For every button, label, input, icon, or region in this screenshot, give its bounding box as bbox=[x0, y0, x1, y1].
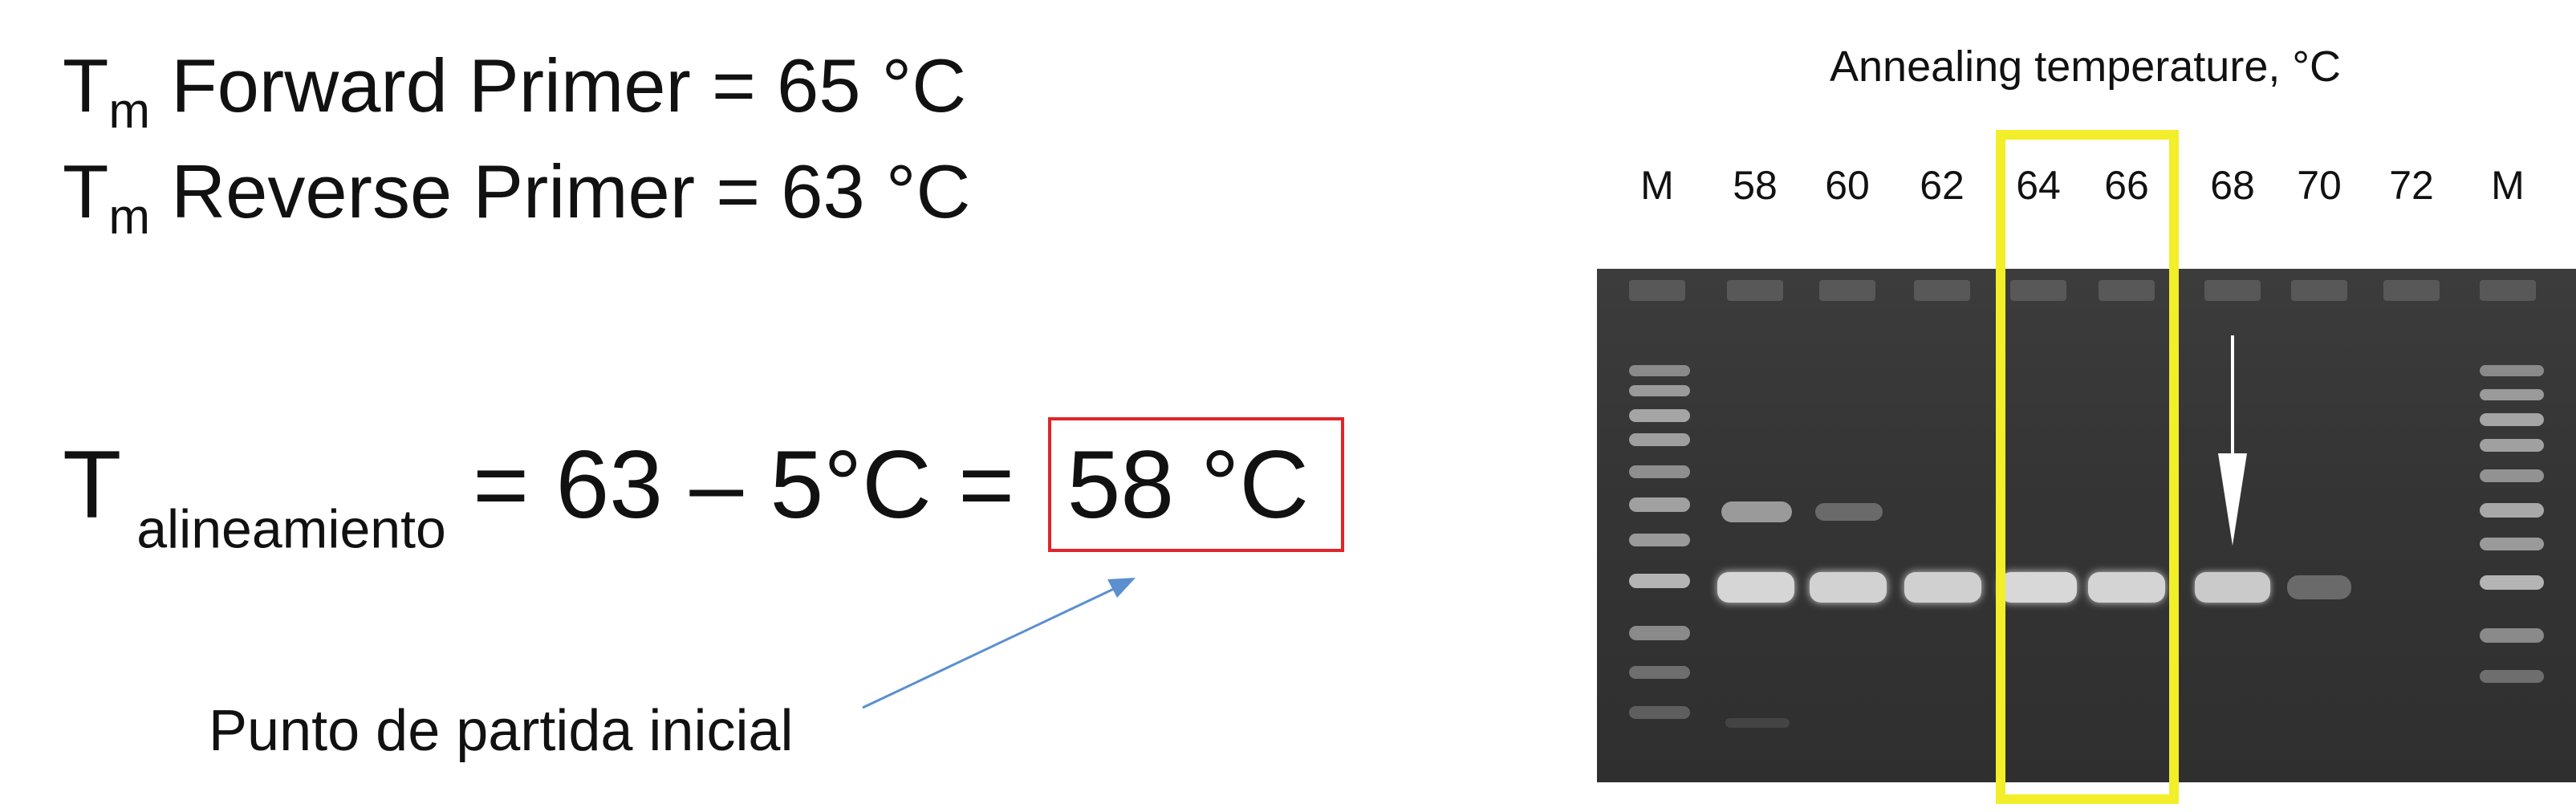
band-main-66 bbox=[2088, 572, 2165, 603]
lane-label-m-left: M bbox=[1640, 163, 1674, 208]
t-symbol: T bbox=[63, 431, 122, 538]
band-upper-58 bbox=[1721, 501, 1792, 522]
well bbox=[1727, 280, 1783, 301]
band-main-60 bbox=[1810, 572, 1887, 603]
tm-symbol: T bbox=[63, 43, 109, 128]
tm-subscript: m bbox=[108, 189, 151, 245]
highlight-box-64-66 bbox=[1996, 130, 2179, 804]
lane-label-72: 72 bbox=[2389, 163, 2434, 208]
tm-symbol: T bbox=[63, 149, 109, 233]
alineamiento-subscript: alineamiento bbox=[121, 498, 446, 560]
well bbox=[2291, 280, 2347, 301]
lane-label-68: 68 bbox=[2210, 163, 2255, 208]
band-main-62 bbox=[1904, 572, 1981, 603]
well bbox=[1819, 280, 1875, 301]
well bbox=[1629, 280, 1685, 301]
lane-label-m-right: M bbox=[2491, 163, 2525, 208]
well bbox=[2383, 280, 2440, 301]
caption-initial-starting-point: Punto de partida inicial bbox=[209, 699, 794, 763]
forward-primer-text: Forward Primer = 65 °C bbox=[150, 43, 967, 128]
equation-forward-primer: Tm Forward Primer = 65 °C bbox=[63, 48, 966, 136]
lane-label-58: 58 bbox=[1733, 163, 1778, 208]
well bbox=[2099, 280, 2155, 301]
lane-label-70: 70 bbox=[2297, 163, 2342, 208]
well bbox=[2010, 280, 2066, 301]
result-box: 58 °C bbox=[1047, 417, 1345, 552]
well bbox=[2480, 280, 2536, 301]
equation-reverse-primer: Tm Reverse Primer = 63 °C bbox=[63, 154, 970, 242]
pointer-arrow-line bbox=[862, 586, 1118, 709]
band-main-70 bbox=[2287, 575, 2351, 599]
gel-image bbox=[1597, 269, 2576, 782]
well bbox=[2204, 280, 2261, 301]
gel-title: Annealing temperature, °C bbox=[1830, 43, 2341, 91]
lane-label-62: 62 bbox=[1920, 163, 1965, 208]
band-main-68 bbox=[2195, 572, 2270, 603]
lane-label-60: 60 bbox=[1825, 163, 1870, 208]
band-main-64 bbox=[2000, 572, 2077, 603]
equation-annealing: T alineamiento = 63 – 5°C = 58 °C bbox=[63, 417, 1345, 556]
well bbox=[1914, 280, 1970, 301]
tm-subscript: m bbox=[108, 83, 151, 139]
reverse-primer-text: Reverse Primer = 63 °C bbox=[150, 149, 971, 233]
band-main-58 bbox=[1717, 572, 1794, 603]
pointer-arrow-head bbox=[1107, 578, 1136, 598]
lane-label-64: 64 bbox=[2016, 163, 2061, 208]
band-upper-60 bbox=[1815, 503, 1883, 521]
band-faint bbox=[1725, 718, 1790, 728]
lane-label-66: 66 bbox=[2104, 163, 2149, 208]
annealing-calculation: = 63 – 5°C = bbox=[445, 431, 1042, 538]
